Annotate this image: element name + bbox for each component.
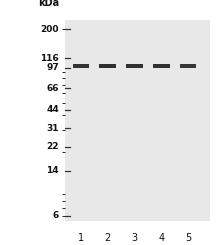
Bar xyxy=(73,64,89,68)
Text: 200: 200 xyxy=(41,25,59,34)
Text: 6: 6 xyxy=(53,211,59,220)
Bar xyxy=(99,64,116,68)
Bar xyxy=(126,64,143,68)
Text: 116: 116 xyxy=(40,54,59,63)
Text: kDa: kDa xyxy=(38,0,59,8)
Text: 97: 97 xyxy=(46,63,59,72)
Bar xyxy=(153,64,170,68)
Text: 1: 1 xyxy=(78,233,84,243)
Text: 14: 14 xyxy=(46,166,59,175)
Text: 4: 4 xyxy=(158,233,164,243)
Text: 66: 66 xyxy=(46,84,59,93)
Bar xyxy=(180,64,196,68)
Text: 5: 5 xyxy=(185,233,191,243)
Text: 2: 2 xyxy=(105,233,111,243)
Text: 3: 3 xyxy=(131,233,138,243)
Text: 31: 31 xyxy=(46,124,59,133)
Text: 22: 22 xyxy=(46,142,59,151)
Text: 44: 44 xyxy=(46,105,59,114)
